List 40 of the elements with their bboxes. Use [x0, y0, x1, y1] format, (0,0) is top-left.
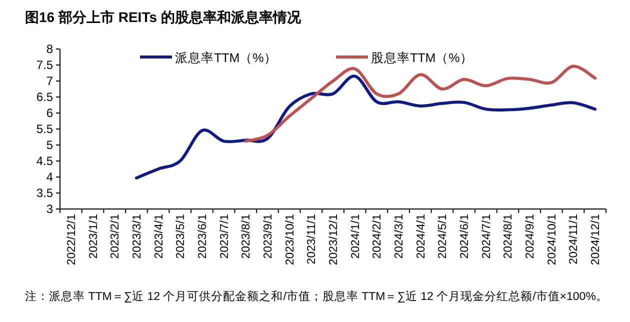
x-tick-label: 2023/11/1: [306, 214, 318, 264]
x-tick-label: 2023/2/1: [110, 214, 122, 259]
x-tick-label: 2022/12/1: [66, 214, 78, 266]
x-tick-label: 2024/3/1: [394, 214, 406, 259]
x-tick-label: 2024/8/1: [502, 214, 515, 259]
y-tick-label: 6: [46, 106, 54, 120]
y-tick-label: 6.5: [36, 90, 54, 104]
x-tick-label: 2024/7/1: [480, 214, 493, 259]
x-tick-label: 2023/12/1: [328, 214, 340, 266]
chart-title: 图16 部分上市 REITs 的股息率和派息率情况: [25, 9, 302, 25]
x-tick-label: 2024/9/1: [524, 214, 537, 259]
x-tick-label: 2023/9/1: [262, 214, 274, 259]
x-tick-label: 2024/12/1: [590, 214, 602, 266]
x-tick-label: 2024/11/1: [568, 214, 580, 264]
y-tick-label: 7: [46, 74, 54, 88]
legend-label: 股息率TTM（%）: [371, 50, 473, 65]
x-tick-label: 2024/6/1: [459, 214, 472, 259]
y-tick-label: 4.5: [36, 154, 54, 168]
x-tick-label: 2023/4/1: [153, 214, 166, 259]
x-tick-label: 2023/5/1: [175, 214, 188, 259]
x-tick-label: 2024/10/1: [546, 214, 558, 266]
x-tick-label: 2023/7/1: [218, 214, 231, 259]
x-tick-label: 2023/1/1: [88, 214, 100, 259]
x-tick-label: 2024/1/1: [350, 214, 362, 259]
y-tick-label: 3: [46, 202, 54, 216]
x-tick-label: 2023/8/1: [240, 214, 253, 259]
x-tick-label: 2023/3/1: [131, 214, 144, 259]
y-tick-label: 8: [46, 42, 54, 56]
y-tick-label: 5: [46, 138, 54, 152]
x-tick-label: 2024/2/1: [372, 214, 384, 259]
legend-label: 派息率TTM（%）: [175, 50, 277, 65]
x-tick-label: 2023/6/1: [196, 214, 209, 259]
y-tick-label: 5.5: [36, 122, 54, 136]
y-tick-label: 3.5: [36, 186, 54, 200]
y-tick-label: 4: [46, 170, 54, 184]
text: 注：派息率 TTM＝∑近 12 个月可供分配金额之和/市值；股息率 TTM＝∑近 12 个月现金分红总额/市值×100%。: [25, 289, 608, 303]
x-tick-label: 2024/5/1: [437, 214, 450, 259]
y-tick-label: 7.5: [36, 58, 54, 72]
x-tick-label: 2023/10/1: [284, 214, 296, 266]
x-tick-label: 2024/4/1: [415, 214, 428, 259]
